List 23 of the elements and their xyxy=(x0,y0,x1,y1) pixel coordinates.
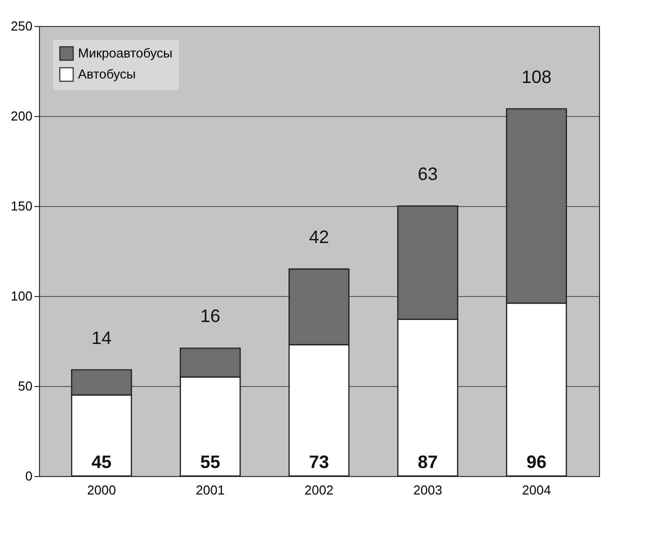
y-tick-label: 50 xyxy=(18,378,32,394)
data-label: 108 xyxy=(521,66,552,87)
y-tick-label: 0 xyxy=(25,468,32,484)
x-tick-label: 2004 xyxy=(522,482,551,498)
y-tick-label: 150 xyxy=(10,198,32,214)
data-label: 14 xyxy=(92,328,112,348)
x-tick-label: 2003 xyxy=(413,482,442,498)
legend-label: Автобусы xyxy=(78,66,136,82)
data-label: 16 xyxy=(200,306,220,326)
y-tick-label: 100 xyxy=(10,288,32,304)
data-label: 45 xyxy=(92,452,112,472)
legend-label: Микроавтобусы xyxy=(78,46,172,60)
data-label: 87 xyxy=(418,452,438,472)
data-label: 73 xyxy=(308,452,330,472)
x-tick-label: 2000 xyxy=(87,482,116,498)
data-label: 63 xyxy=(418,164,438,184)
y-tick-label: 200 xyxy=(10,108,32,124)
y-tick-label: 250 xyxy=(10,18,32,34)
data-label: 42 xyxy=(308,227,330,247)
data-label: 96 xyxy=(526,452,546,472)
data-label: 55 xyxy=(200,452,220,472)
x-tick-label: 2001 xyxy=(196,482,225,498)
x-tick-label: 2002 xyxy=(304,482,334,498)
